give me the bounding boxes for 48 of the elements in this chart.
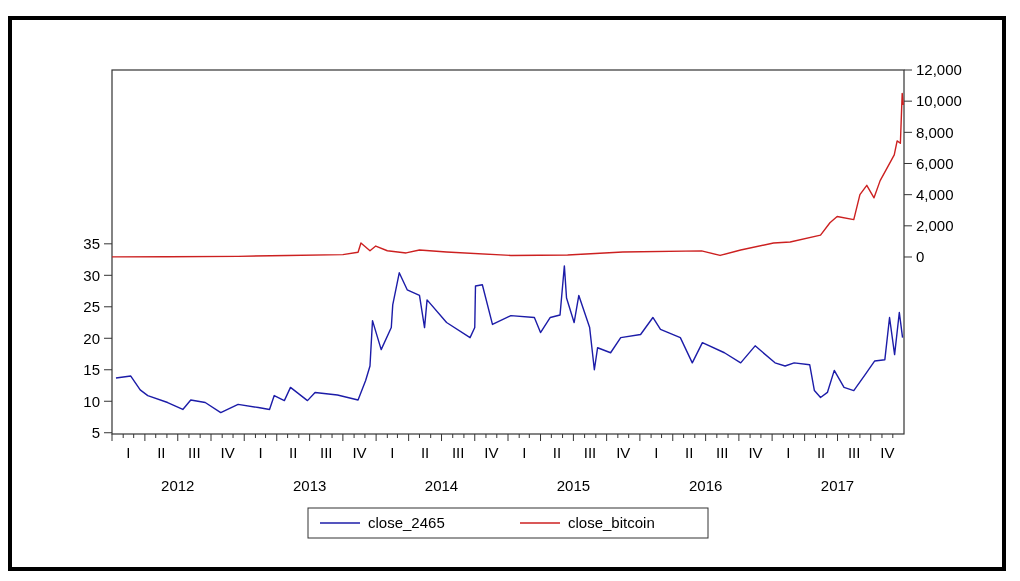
text: III: [188, 444, 201, 461]
text: I: [522, 444, 527, 461]
y-tick-label: 20: [83, 329, 100, 347]
y2-tick-label: 4,000: [916, 185, 954, 203]
y2-tick-label: 8,000: [916, 123, 954, 141]
text: II: [685, 444, 694, 461]
text: IV: [484, 444, 499, 461]
x-tick-label: 2017: [820, 477, 855, 494]
text: III: [583, 444, 597, 461]
y2-tick-label: 0: [916, 248, 925, 266]
y-tick-label: 15: [83, 361, 100, 379]
y2-tick-label: 10,000: [916, 92, 962, 110]
y2-tick-label: 6,000: [916, 154, 954, 172]
line-series: [111, 92, 904, 258]
x-tick-label: 2014: [424, 477, 459, 494]
text: IV: [616, 444, 631, 461]
x-tick-label: 2016: [688, 477, 723, 494]
text: I: [786, 444, 791, 461]
x-tick-label: 2012: [161, 477, 195, 494]
text: I: [654, 444, 659, 461]
y-tick-label: 35: [83, 235, 100, 253]
text: III: [451, 444, 465, 461]
y-tick-label: 10: [83, 392, 100, 410]
x-tick-label: 2013: [292, 477, 327, 494]
text: III: [847, 444, 861, 461]
text: IV: [220, 444, 235, 461]
text: III: [320, 444, 333, 461]
text: IV: [352, 444, 367, 461]
text: I: [258, 444, 263, 461]
text: II: [157, 444, 166, 461]
text: II: [289, 444, 298, 461]
text: II: [420, 444, 430, 461]
text: I: [390, 444, 395, 461]
line-series: [115, 265, 904, 414]
text: II: [816, 444, 826, 461]
y-tick-label: 30: [83, 266, 100, 284]
legend-label: close_2465: [368, 514, 445, 532]
text: III: [716, 444, 729, 461]
text: I: [126, 444, 131, 461]
y2-tick-label: 2,000: [916, 217, 954, 235]
y2-tick-label: 12,000: [916, 61, 962, 79]
legend-label: close_bitcoin: [568, 514, 655, 532]
text: II: [552, 444, 562, 461]
x-tick-label: 2015: [556, 477, 591, 494]
text: IV: [748, 444, 763, 461]
y-tick-label: 5: [91, 423, 100, 441]
y-tick-label: 25: [83, 298, 100, 316]
text: IV: [880, 444, 895, 461]
